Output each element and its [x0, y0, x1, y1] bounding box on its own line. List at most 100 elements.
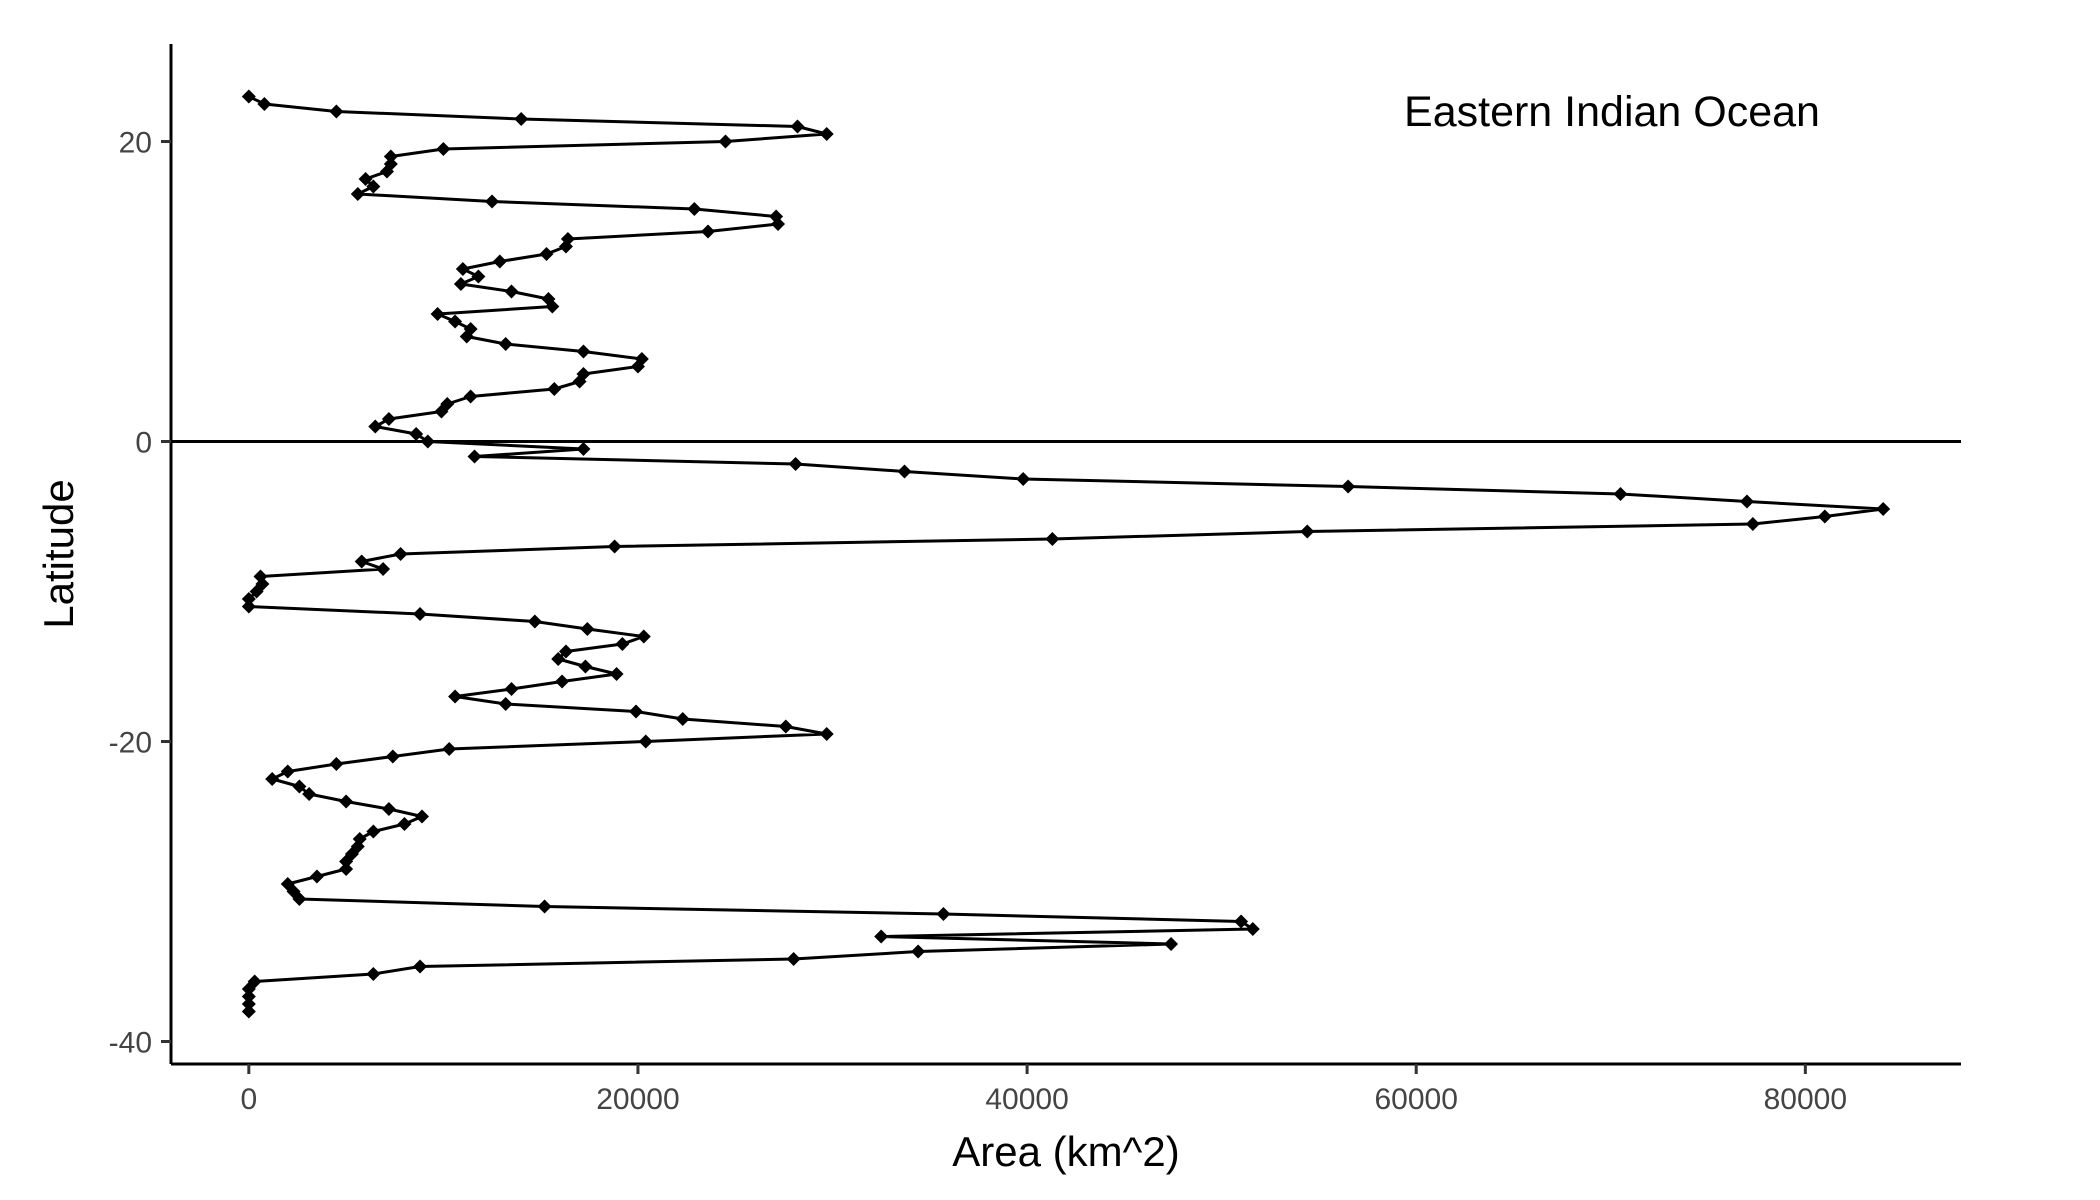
- data-point: [1341, 479, 1356, 494]
- chart-annotation: Eastern Indian Ocean: [1404, 88, 1820, 136]
- data-point: [1817, 509, 1832, 524]
- data-point: [504, 284, 519, 299]
- data-point: [448, 314, 463, 329]
- data-point: [1016, 472, 1031, 486]
- data-point: [1745, 517, 1760, 531]
- x-axis-title: Area (km^2): [952, 1128, 1179, 1175]
- data-point: [350, 187, 365, 201]
- x-tick-label: 20000: [596, 1083, 679, 1116]
- data-point: [339, 794, 354, 809]
- data-point: [453, 277, 468, 291]
- data-point: [329, 104, 344, 119]
- data-point: [459, 329, 474, 344]
- series-line: [247, 95, 1885, 1012]
- data-point: [329, 757, 344, 771]
- data-point: [609, 667, 624, 681]
- data-point: [897, 464, 912, 479]
- data-point: [576, 344, 591, 359]
- data-point: [788, 457, 803, 471]
- data-point: [629, 704, 644, 719]
- data-point: [292, 892, 307, 906]
- x-tick-label: 80000: [1764, 1083, 1847, 1116]
- data-point: [558, 239, 573, 254]
- data-point: [819, 727, 834, 741]
- data-point: [265, 772, 280, 786]
- data-point: [455, 262, 470, 276]
- data-point: [442, 742, 457, 756]
- data-point: [558, 644, 573, 659]
- data-point: [381, 802, 396, 816]
- data-point: [1300, 524, 1315, 539]
- data-point: [241, 599, 256, 614]
- data-point: [615, 637, 630, 651]
- data-point: [537, 899, 552, 914]
- data-point: [911, 944, 926, 959]
- data-point: [778, 719, 793, 734]
- data-point: [636, 629, 651, 644]
- data-point: [485, 194, 500, 209]
- data-point: [936, 907, 951, 921]
- data-point: [771, 217, 786, 231]
- data-point: [576, 442, 591, 456]
- y-axis-title: Latitude: [35, 479, 82, 628]
- data-point: [339, 854, 354, 869]
- data-point: [790, 119, 805, 134]
- data-point: [555, 674, 570, 689]
- data-point: [578, 659, 593, 674]
- data-point: [1245, 922, 1260, 936]
- data-point: [448, 689, 463, 704]
- data-point: [580, 622, 595, 636]
- data-point: [434, 404, 449, 419]
- data-point: [498, 337, 513, 351]
- data-point: [701, 224, 715, 239]
- data-point: [379, 164, 394, 179]
- data-point: [504, 682, 519, 696]
- data-point: [545, 299, 560, 314]
- data-point: [687, 202, 702, 216]
- data-point: [397, 817, 412, 831]
- data-point: [354, 554, 369, 569]
- data-point: [471, 269, 486, 284]
- data-point: [675, 712, 690, 726]
- data-point: [572, 374, 587, 389]
- data-point: [514, 112, 529, 126]
- y-tick-label: -40: [109, 1027, 152, 1060]
- data-point: [339, 862, 354, 876]
- data-point: [430, 307, 445, 321]
- data-point: [547, 382, 562, 396]
- data-point: [366, 824, 381, 839]
- plot-area: [171, 89, 1961, 1019]
- data-point: [539, 247, 554, 261]
- data-point: [381, 412, 396, 426]
- x-tick-label: 40000: [985, 1083, 1068, 1116]
- data-point: [413, 959, 428, 974]
- data-point: [241, 982, 256, 996]
- data-point: [383, 149, 398, 164]
- data-point: [302, 787, 317, 801]
- data-point: [1613, 487, 1628, 501]
- data-point: [280, 764, 295, 779]
- data-point: [1234, 914, 1249, 929]
- y-tick-label: 20: [119, 127, 152, 160]
- data-point: [413, 607, 428, 621]
- data-point: [786, 952, 801, 966]
- data-point: [241, 1004, 256, 1019]
- data-point: [249, 584, 264, 599]
- data-point: [638, 734, 653, 749]
- data-point: [257, 97, 272, 111]
- data-point: [366, 967, 381, 981]
- data-point: [630, 359, 645, 374]
- data-point: [309, 869, 324, 884]
- data-point: [241, 997, 256, 1011]
- data-point: [358, 172, 373, 186]
- data-point: [393, 547, 408, 561]
- data-point: [366, 179, 381, 194]
- data-point: [436, 142, 451, 156]
- data-point: [368, 419, 383, 434]
- data-point: [607, 539, 622, 554]
- data-point: [241, 989, 256, 1004]
- data-point: [718, 134, 733, 149]
- data-point: [420, 434, 435, 449]
- data-point: [385, 749, 400, 764]
